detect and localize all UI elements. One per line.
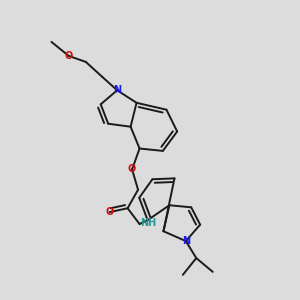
Text: O: O (65, 51, 73, 61)
Text: NH: NH (140, 218, 156, 228)
Text: O: O (106, 207, 114, 217)
Text: N: N (113, 85, 121, 95)
Text: O: O (128, 164, 136, 174)
Text: N: N (182, 236, 190, 246)
